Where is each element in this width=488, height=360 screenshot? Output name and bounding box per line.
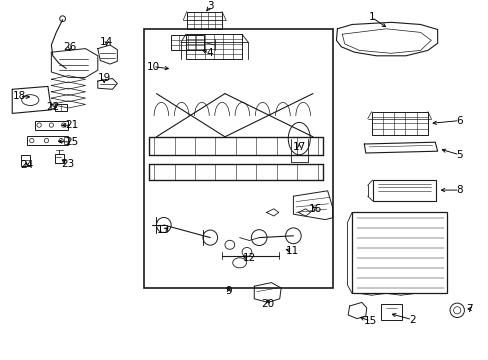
Text: 24: 24 bbox=[20, 160, 34, 170]
Bar bbox=[63, 137, 69, 144]
Text: 1: 1 bbox=[367, 12, 374, 22]
Bar bbox=[371, 112, 427, 135]
Text: 25: 25 bbox=[65, 137, 79, 147]
Text: 9: 9 bbox=[225, 286, 232, 296]
Text: 5: 5 bbox=[455, 150, 462, 160]
Bar bbox=[55, 104, 67, 111]
Text: 11: 11 bbox=[285, 246, 299, 256]
Text: 14: 14 bbox=[100, 37, 113, 48]
Text: 6: 6 bbox=[455, 116, 462, 126]
Bar bbox=[55, 154, 63, 163]
Bar bbox=[171, 35, 204, 50]
Bar bbox=[381, 304, 401, 320]
Text: 2: 2 bbox=[408, 315, 415, 325]
Text: 7: 7 bbox=[465, 304, 472, 314]
Text: 10: 10 bbox=[146, 62, 159, 72]
Bar bbox=[27, 136, 68, 145]
Text: 12: 12 bbox=[242, 253, 256, 264]
Text: 3: 3 bbox=[206, 1, 213, 12]
Bar bbox=[144, 29, 332, 288]
Bar bbox=[372, 180, 435, 201]
Bar bbox=[185, 34, 242, 59]
Text: 13: 13 bbox=[157, 225, 170, 235]
Text: 26: 26 bbox=[63, 42, 77, 52]
Text: 22: 22 bbox=[46, 102, 60, 112]
Text: 21: 21 bbox=[65, 120, 79, 130]
Text: 4: 4 bbox=[205, 48, 212, 58]
Bar bbox=[351, 212, 447, 293]
Text: 16: 16 bbox=[308, 204, 322, 214]
Text: 23: 23 bbox=[61, 159, 74, 169]
Bar bbox=[35, 121, 68, 130]
Bar bbox=[186, 12, 222, 29]
Text: 15: 15 bbox=[363, 316, 377, 326]
Text: 20: 20 bbox=[261, 299, 274, 309]
Text: 17: 17 bbox=[292, 142, 305, 152]
Text: 18: 18 bbox=[13, 91, 26, 102]
Bar bbox=[20, 155, 30, 166]
Text: 8: 8 bbox=[455, 185, 462, 195]
Text: 19: 19 bbox=[97, 73, 111, 84]
